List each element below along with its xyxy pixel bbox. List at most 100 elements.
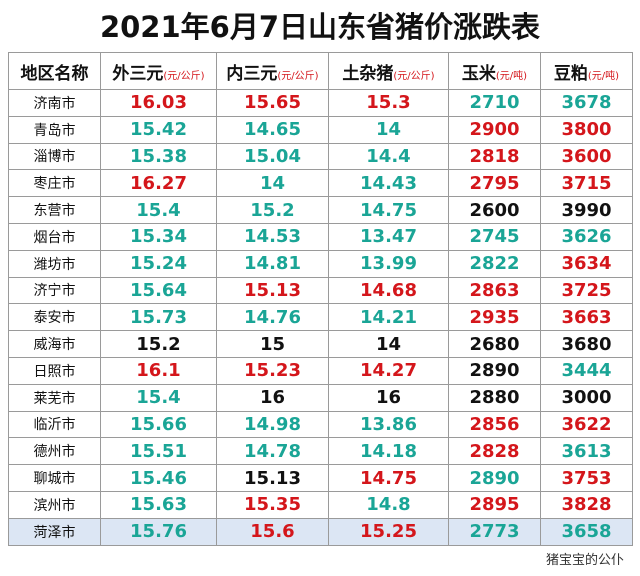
table-row: 日照市 16.1 15.23 14.27 2890 3444 (8, 356, 633, 385)
price-cell: 16.03 (100, 89, 217, 117)
table-row: 滨州市 15.63 15.35 14.8 2895 3828 (8, 490, 633, 519)
price-cell: 15.2 (216, 196, 329, 224)
price-cell: 2600 (448, 196, 541, 224)
price-cell: 14.27 (328, 356, 449, 385)
table-body: 济南市 16.03 15.65 15.3 2710 3678 青岛市 15.42 14.65 14… (8, 89, 633, 546)
price-cell: 3678 (540, 89, 633, 117)
column-name: 外三元 (112, 63, 164, 84)
price-cell: 16.27 (100, 169, 217, 198)
price-cell: 15.46 (100, 464, 217, 492)
price-cell: 2828 (448, 437, 541, 466)
column-header: 内三元(元/公斤) (216, 52, 329, 90)
price-cell: 16 (328, 383, 449, 412)
price-cell: 3622 (540, 410, 633, 439)
table-row: 德州市 15.51 14.78 14.18 2828 3613 (8, 437, 633, 466)
price-cell: 14.81 (216, 249, 329, 278)
price-cell: 2890 (448, 464, 541, 492)
price-cell: 15.4 (100, 196, 217, 224)
table-row: 青岛市 15.42 14.65 14 2900 3800 (8, 115, 633, 144)
price-cell: 3725 (540, 276, 633, 305)
price-cell: 15.25 (328, 517, 449, 546)
price-cell: 15.6 (216, 517, 329, 546)
price-cell: 14.4 (328, 142, 449, 171)
price-cell: 15.23 (216, 356, 329, 385)
price-cell: 15.65 (216, 89, 329, 117)
column-name: 地区名称 (20, 63, 89, 84)
price-cell: 14.43 (328, 169, 449, 198)
region-cell: 青岛市 (8, 115, 101, 144)
price-cell: 3444 (540, 356, 633, 385)
price-cell: 3828 (540, 490, 633, 519)
table-row: 淄博市 15.38 15.04 14.4 2818 3600 (8, 142, 633, 171)
price-cell: 3715 (540, 169, 633, 198)
price-cell: 13.86 (328, 410, 449, 439)
column-header: 土杂猪(元/公斤) (328, 52, 449, 90)
table-row: 烟台市 15.34 14.53 13.47 2745 3626 (8, 222, 633, 251)
price-cell: 2900 (448, 115, 541, 144)
column-unit: (元/公斤) (393, 70, 435, 82)
price-cell: 2863 (448, 276, 541, 305)
price-cell: 15.66 (100, 410, 217, 439)
price-cell: 14.8 (328, 490, 449, 519)
watermark: 猪宝宝的公仆 (545, 553, 624, 568)
price-cell: 3613 (540, 437, 633, 466)
price-cell: 16.1 (100, 356, 217, 385)
column-unit: (元/公斤) (163, 70, 205, 82)
price-cell: 15.04 (216, 142, 329, 171)
price-cell: 2822 (448, 249, 541, 278)
column-unit: (元/吨) (587, 70, 620, 82)
price-cell: 15.3 (328, 89, 449, 117)
price-cell: 3626 (540, 222, 633, 251)
table-row: 东营市 15.4 15.2 14.75 2600 3990 (8, 196, 633, 224)
table-row: 济宁市 15.64 15.13 14.68 2863 3725 (8, 276, 633, 305)
column-header: 豆粕(元/吨) (540, 52, 633, 90)
price-cell: 14.78 (216, 437, 329, 466)
price-cell: 2795 (448, 169, 541, 198)
table-row: 泰安市 15.73 14.76 14.21 2935 3663 (8, 303, 633, 332)
region-cell: 济宁市 (8, 276, 101, 305)
price-cell: 14.76 (216, 303, 329, 332)
table-row: 潍坊市 15.24 14.81 13.99 2822 3634 (8, 249, 633, 278)
table-row: 枣庄市 16.27 14 14.43 2795 3715 (8, 169, 633, 198)
price-cell: 2890 (448, 356, 541, 385)
region-cell: 枣庄市 (8, 169, 101, 198)
price-cell: 2773 (448, 517, 541, 546)
price-cell: 14.98 (216, 410, 329, 439)
price-cell: 2856 (448, 410, 541, 439)
price-cell: 2935 (448, 303, 541, 332)
column-name: 玉米 (461, 63, 496, 84)
title: 2021年6月7日山东省猪价涨跌表 (99, 10, 541, 44)
price-cell: 2710 (448, 89, 541, 117)
column-unit: (元/吨) (495, 70, 528, 82)
price-table: 地区名称 外三元(元/公斤) 内三元(元/公斤) 土杂猪(元/公斤) 玉米(元/吨) 豆粕… (8, 52, 633, 546)
region-cell: 临沂市 (8, 410, 101, 439)
price-cell: 14.21 (328, 303, 449, 332)
price-cell: 15.24 (100, 249, 217, 278)
price-cell: 2680 (448, 330, 541, 358)
price-cell: 15.38 (100, 142, 217, 171)
price-cell: 3600 (540, 142, 633, 171)
price-cell: 15.64 (100, 276, 217, 305)
price-cell: 14 (216, 169, 329, 198)
region-cell: 威海市 (8, 330, 101, 358)
region-cell: 济南市 (8, 89, 101, 117)
price-cell: 14 (328, 330, 449, 358)
region-cell: 菏泽市 (8, 517, 101, 546)
price-cell: 15.51 (100, 437, 217, 466)
price-cell: 2880 (448, 383, 541, 412)
price-cell: 14.65 (216, 115, 329, 144)
price-cell: 15.4 (100, 383, 217, 412)
price-cell: 14 (328, 115, 449, 144)
price-cell: 15.42 (100, 115, 217, 144)
price-cell: 15 (216, 330, 329, 358)
price-cell: 2818 (448, 142, 541, 171)
price-cell: 15.35 (216, 490, 329, 519)
price-cell: 13.47 (328, 222, 449, 251)
price-cell: 2895 (448, 490, 541, 519)
price-cell: 3990 (540, 196, 633, 224)
price-cell: 2745 (448, 222, 541, 251)
region-cell: 潍坊市 (8, 249, 101, 278)
price-cell: 14.75 (328, 464, 449, 492)
table-row: 济南市 16.03 15.65 15.3 2710 3678 (8, 89, 633, 117)
